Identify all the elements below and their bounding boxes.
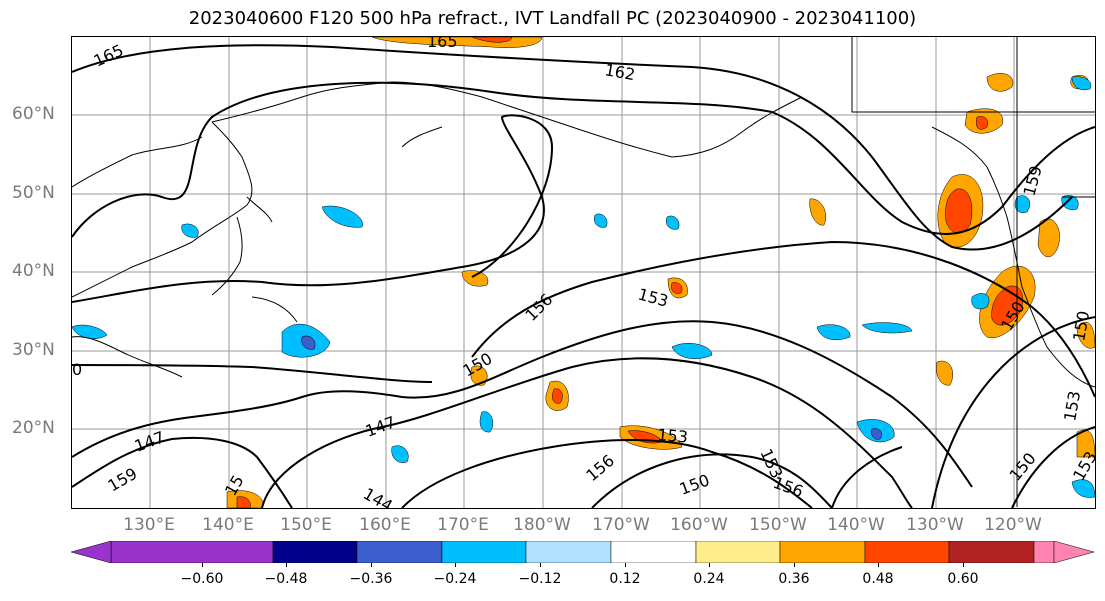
contour-label: 150	[1006, 449, 1040, 485]
lon-label: 150°E	[280, 515, 332, 535]
contour-label: 150	[677, 470, 712, 498]
colorbar-tick	[286, 563, 287, 567]
colorbar-svg	[70, 540, 1095, 564]
colorbar-segment	[441, 540, 527, 564]
lat-label: 50°N	[12, 183, 55, 203]
colorbar-tick	[202, 563, 203, 567]
contour-label: 159	[105, 464, 141, 496]
map-panel: 165 162 159 156 153 150 147 144 150 153 …	[71, 36, 1096, 509]
colorbar-segment	[779, 540, 866, 564]
colorbar-max-arrow	[1053, 540, 1095, 564]
colorbar-tick-label: −0.60	[180, 571, 224, 587]
height-contours	[72, 44, 1095, 508]
contour-label: 153	[1060, 389, 1084, 422]
contour-label: 0	[72, 360, 82, 379]
colorbar-tick	[371, 563, 372, 567]
lon-label: 170°W	[592, 515, 650, 535]
lon-label: 140°W	[827, 515, 885, 535]
colorbar-tick-label: 0.48	[862, 571, 894, 587]
contour-label: 156	[771, 473, 806, 501]
colorbar-tick	[625, 563, 626, 567]
contour-label: 153	[1069, 448, 1095, 484]
contour-label: 165	[427, 37, 458, 51]
contour-label: 144	[360, 484, 396, 508]
colorbar-segment	[272, 540, 358, 564]
colorbar-tick	[540, 563, 541, 567]
lon-label: 160°E	[359, 515, 411, 535]
lon-label: 140°E	[202, 515, 254, 535]
colorbar-tick-label: 0.60	[947, 571, 979, 587]
colorbar-segment	[695, 540, 781, 564]
lon-label: 150°W	[749, 515, 807, 535]
contour-label: 147	[132, 427, 167, 455]
lon-label: 170°E	[437, 515, 489, 535]
colorbar-segment	[948, 540, 1035, 564]
colorbar-min-arrow	[70, 540, 112, 564]
contour-label: 156	[521, 290, 556, 325]
lat-label: 60°N	[12, 104, 55, 124]
lat-label: 20°N	[12, 418, 55, 438]
colorbar-segment	[1033, 540, 1055, 564]
colorbar-tick-label: −0.36	[349, 571, 393, 587]
lon-label: 160°W	[670, 515, 728, 535]
colorbar-tick	[455, 563, 456, 567]
colorbar-tick-label: 0.24	[693, 571, 725, 587]
lat-label: 40°N	[12, 261, 55, 281]
coastlines	[72, 37, 1095, 507]
contour-label: 156	[582, 451, 618, 485]
contour-label: 147	[363, 412, 398, 440]
figure-title: 2023040600 F120 500 hPa refract., IVT La…	[188, 8, 917, 29]
lon-label: 120°W	[984, 515, 1042, 535]
colorbar-tick-label: 0.36	[778, 571, 810, 587]
lat-label: 30°N	[12, 340, 55, 360]
contour-label: 162	[603, 60, 636, 84]
colorbar-segment	[356, 540, 443, 564]
colorbar-segment	[525, 540, 612, 564]
lon-label: 180°W	[513, 515, 571, 535]
colorbar-tick	[878, 563, 879, 567]
contour-label: 153	[636, 285, 670, 311]
colorbar-segment	[110, 540, 274, 564]
colorbar-segment	[864, 540, 950, 564]
contour-label: 159	[1020, 164, 1046, 198]
colorbar-tick-label: 0.12	[609, 571, 641, 587]
contour-label: 153	[657, 425, 689, 447]
colorbar-tick	[709, 563, 710, 567]
colorbar-tick	[963, 563, 964, 567]
colorbar-tick-label: −0.48	[264, 571, 308, 587]
colorbar	[70, 540, 1095, 564]
colorbar-tick	[794, 563, 795, 567]
lon-label: 130°E	[123, 515, 175, 535]
contour-label: 165	[91, 40, 127, 70]
colorbar-segment	[610, 540, 697, 564]
colorbar-tick-label: −0.24	[433, 571, 477, 587]
lon-label: 130°W	[906, 515, 964, 535]
map-canvas: 165 162 159 156 153 150 147 144 150 153 …	[72, 37, 1095, 508]
colorbar-tick-label: −0.12	[518, 571, 562, 587]
gridlines	[72, 37, 1095, 508]
